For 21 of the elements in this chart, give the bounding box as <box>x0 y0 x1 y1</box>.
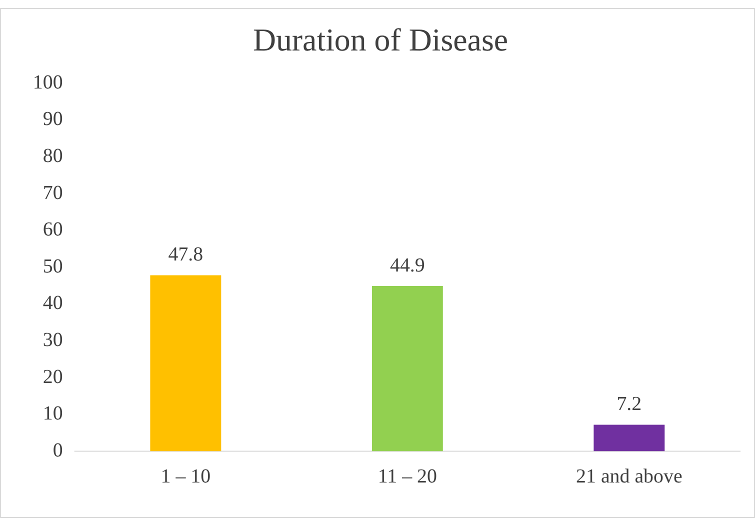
x-tick-label: 21 and above <box>576 465 682 488</box>
y-tick-label: 100 <box>32 71 63 94</box>
data-label: 7.2 <box>616 393 642 416</box>
y-tick-label: 90 <box>42 108 63 130</box>
data-label: 44.9 <box>390 254 425 276</box>
bar <box>594 424 665 452</box>
bar <box>372 286 443 452</box>
y-tick-label: 60 <box>42 218 63 241</box>
y-tick-label: 30 <box>42 329 63 352</box>
y-tick-label: 40 <box>42 292 63 314</box>
bar <box>150 275 222 452</box>
y-tick-label: 80 <box>42 144 63 167</box>
chart-title: Duration of Disease <box>252 22 508 58</box>
y-tick-label: 20 <box>42 366 63 388</box>
y-tick-label: 70 <box>42 182 63 204</box>
y-tick-label: 50 <box>42 255 63 278</box>
data-label: 47.8 <box>168 244 204 266</box>
y-tick-label: 10 <box>42 402 63 425</box>
x-tick-label: 1 – 10 <box>160 465 211 488</box>
x-tick-label: 11 – 20 <box>378 465 437 488</box>
y-tick-label: 0 <box>52 440 63 462</box>
